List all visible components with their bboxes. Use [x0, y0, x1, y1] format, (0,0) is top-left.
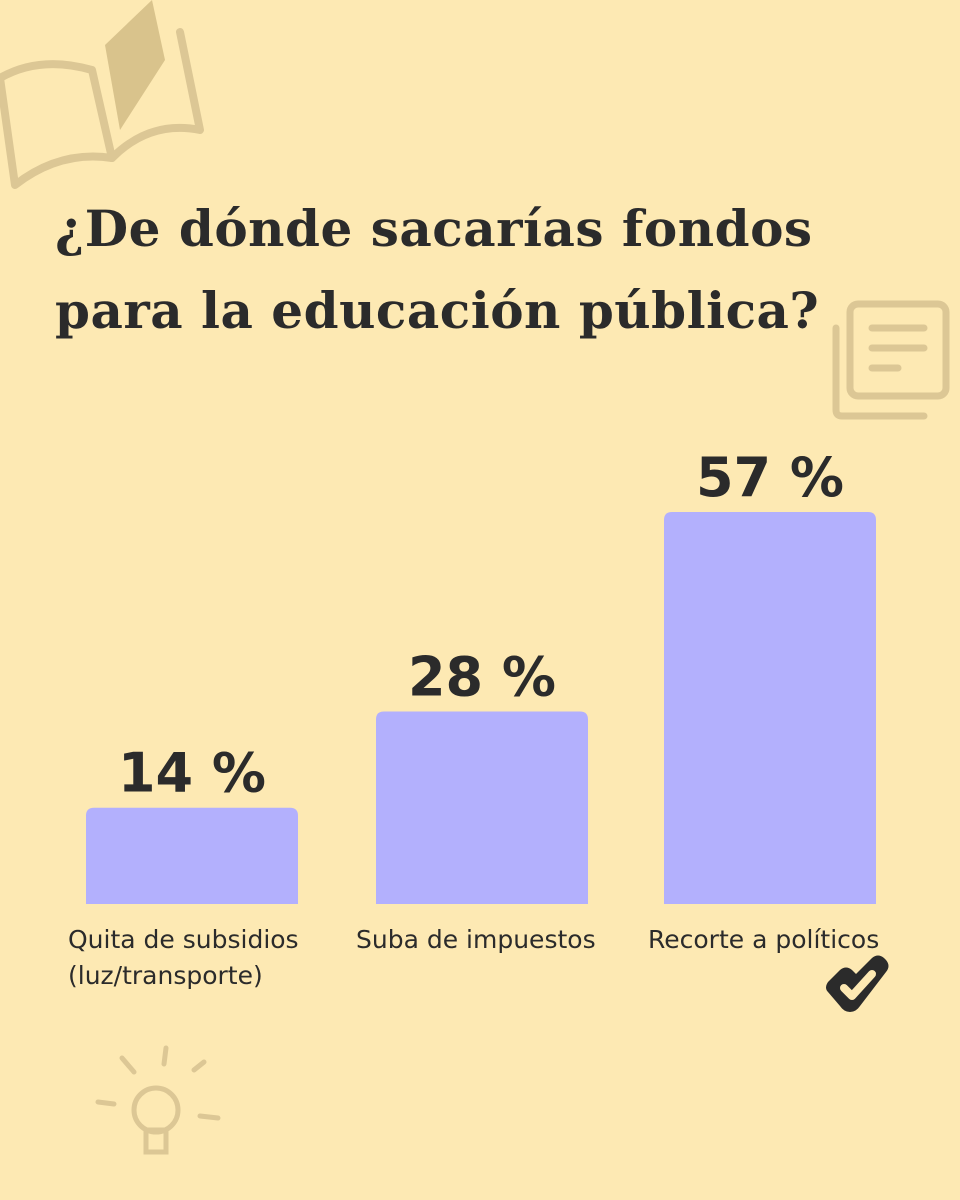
value-label-1: 14 % — [118, 742, 266, 805]
book-icon — [0, 0, 204, 189]
bar-2 — [376, 711, 588, 904]
title-line-1: ¿De dónde sacarías fondos — [55, 199, 813, 258]
chart-title: ¿De dónde sacarías fondos para la educac… — [55, 188, 855, 352]
bar-3 — [664, 512, 876, 904]
category-label-3-line-1: Recorte a políticos — [648, 925, 879, 954]
document-icon — [832, 300, 950, 420]
lightbulb-icon — [95, 1045, 221, 1155]
value-label-2: 28 % — [408, 645, 556, 708]
check-logo-icon — [826, 955, 889, 1012]
category-label-2-line-1: Suba de impuestos — [356, 925, 596, 954]
title-line-2: para la educación pública? — [55, 281, 820, 340]
category-label-1-line-1: Quita de subsidios — [68, 925, 299, 954]
value-label-3: 57 % — [696, 446, 844, 509]
bar-1 — [86, 807, 298, 904]
category-label-1-line-2: (luz/transporte) — [68, 961, 263, 990]
